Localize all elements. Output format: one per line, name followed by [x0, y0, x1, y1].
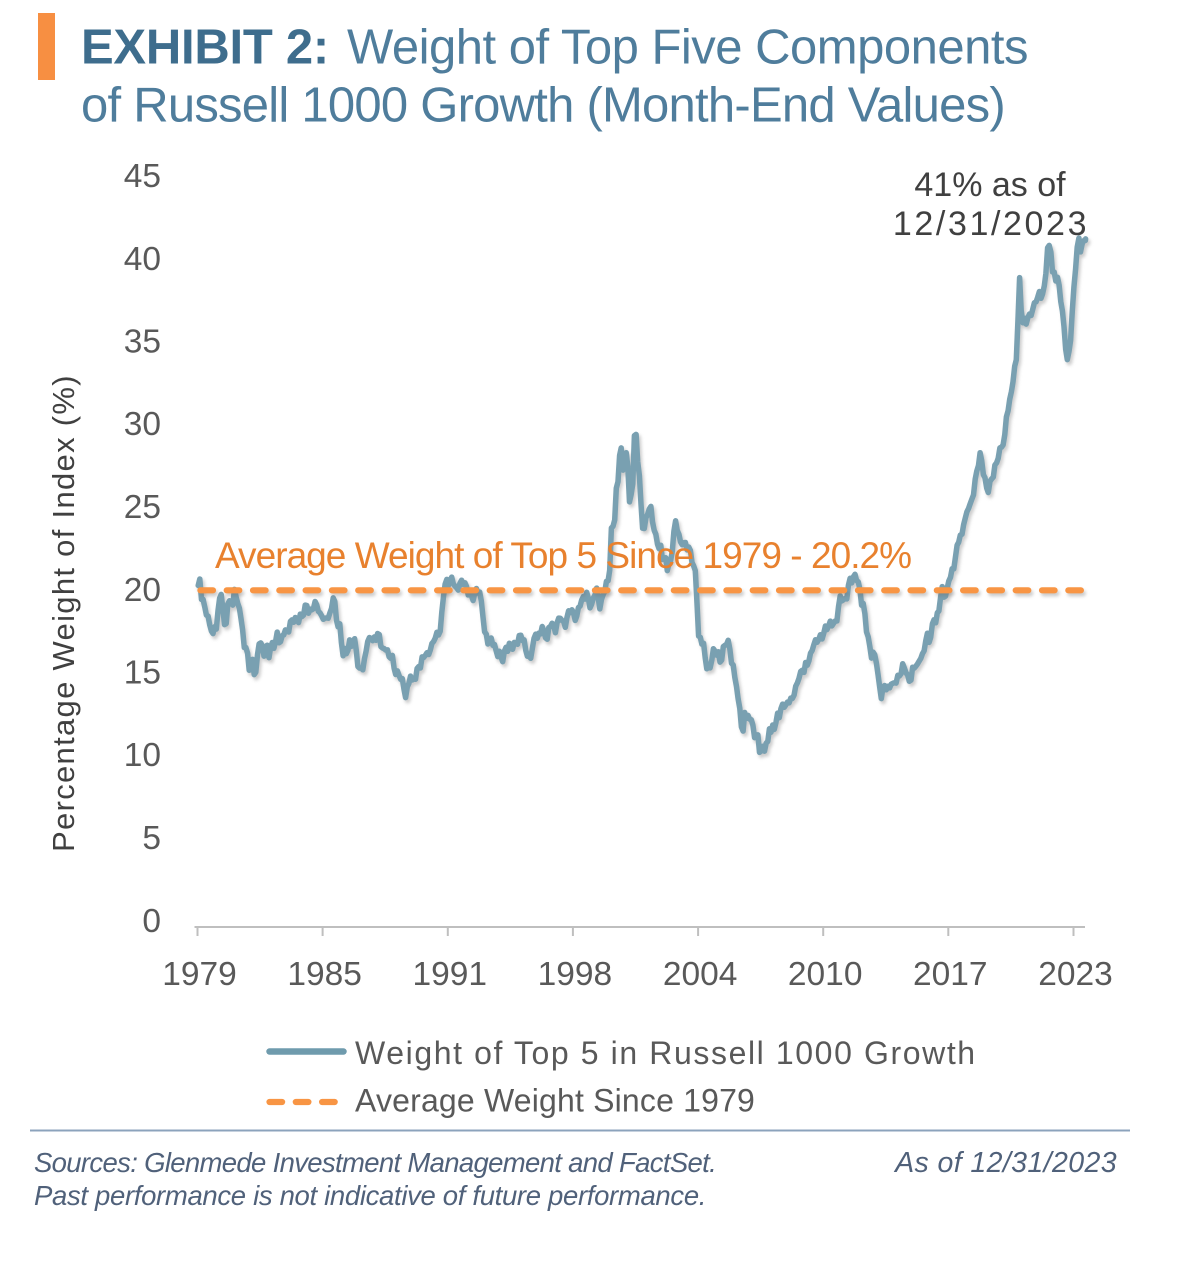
svg-text:2017: 2017 [913, 956, 988, 993]
svg-text:1998: 1998 [538, 956, 613, 993]
svg-text:30: 30 [124, 406, 161, 443]
svg-text:40: 40 [124, 241, 161, 278]
svg-text:Past performance is not indica: Past performance is not indicative of fu… [34, 1180, 706, 1211]
svg-text:1985: 1985 [287, 956, 362, 993]
svg-text:Average Weight Since 1979: Average Weight Since 1979 [355, 1083, 755, 1119]
svg-text:Weight of Top Five Components: Weight of Top Five Components [347, 21, 1028, 75]
svg-text:Weight of Top 5 in Russell 100: Weight of Top 5 in Russell 1000 Growth [355, 1035, 977, 1071]
svg-text:15: 15 [124, 655, 161, 692]
svg-text:35: 35 [124, 324, 161, 361]
svg-text:41% as of: 41% as of [914, 166, 1066, 204]
svg-text:of Russell 1000 Growth (Month-: of Russell 1000 Growth (Month-End Values… [81, 79, 1005, 133]
svg-text:2023: 2023 [1038, 956, 1113, 993]
svg-text:0: 0 [142, 903, 161, 940]
svg-text:45: 45 [124, 158, 161, 195]
svg-text:As of 12/31/2023: As of 12/31/2023 [893, 1147, 1117, 1179]
svg-text:20: 20 [124, 572, 161, 609]
svg-text:1991: 1991 [413, 956, 488, 993]
svg-text:1979: 1979 [162, 956, 237, 993]
svg-text:12/31/2023: 12/31/2023 [893, 205, 1089, 243]
svg-text:2010: 2010 [788, 956, 863, 993]
svg-text:Average Weight of Top 5 Since: Average Weight of Top 5 Since 1979 - 20.… [215, 535, 911, 576]
svg-text:2004: 2004 [663, 956, 738, 993]
svg-text:EXHIBIT 2:: EXHIBIT 2: [81, 21, 329, 75]
svg-text:5: 5 [142, 820, 161, 857]
svg-text:10: 10 [124, 737, 161, 774]
svg-text:Percentage Weight of Index (%): Percentage Weight of Index (%) [46, 374, 81, 852]
svg-text:Sources: Glenmede Investment M: Sources: Glenmede Investment Management … [34, 1147, 716, 1178]
svg-text:25: 25 [124, 489, 161, 526]
